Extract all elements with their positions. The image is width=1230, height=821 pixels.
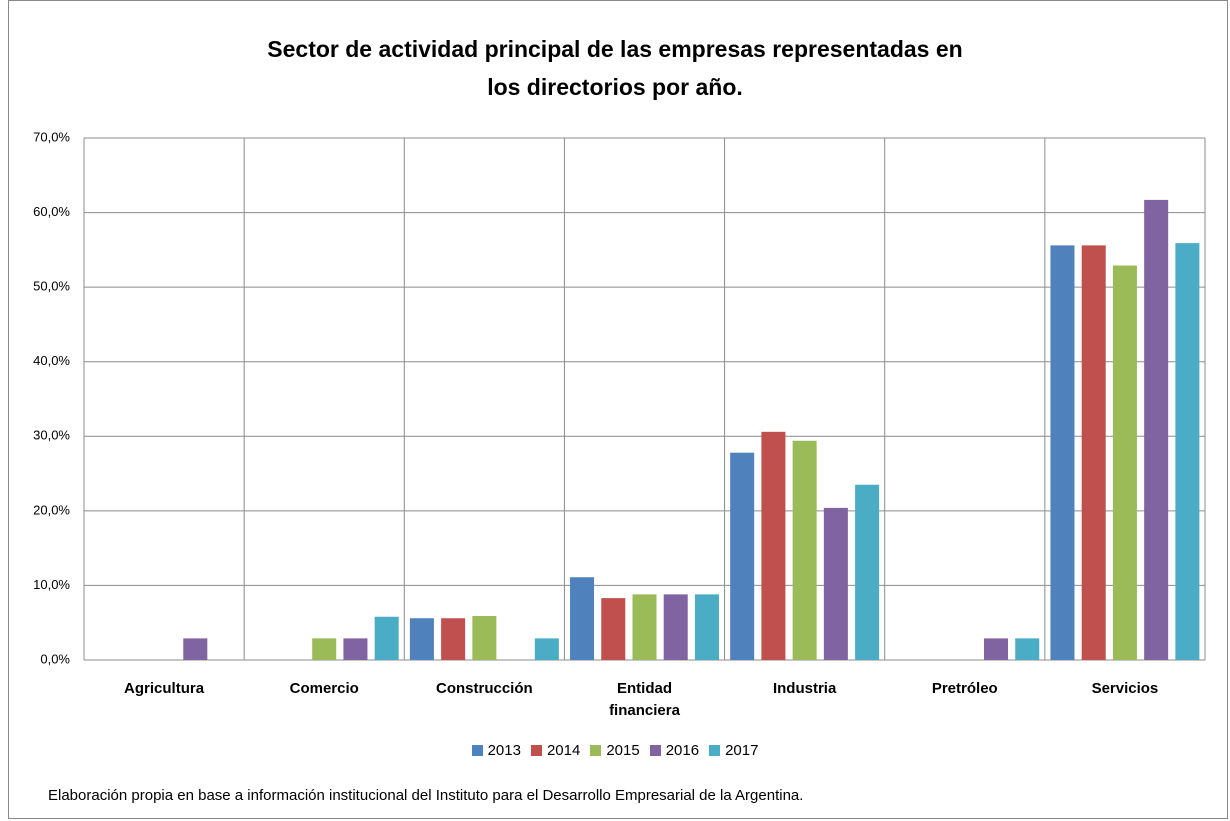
y-tick-label: 70,0%: [33, 129, 70, 144]
note: Elaboración propia en base a información…: [48, 787, 804, 804]
bar: [472, 616, 497, 660]
bar: [570, 577, 595, 660]
bar: [183, 638, 208, 660]
bar: [312, 638, 337, 660]
bar: [374, 616, 399, 660]
bar: [663, 594, 688, 660]
x-tick-label: Entidad financiera: [609, 680, 680, 719]
bar: [534, 638, 559, 660]
legend-swatch: [649, 745, 661, 756]
frame: [8, 0, 1228, 819]
bar: [441, 618, 466, 660]
bar: [409, 618, 434, 660]
y-tick-label: 40,0%: [33, 353, 70, 368]
chart-title: Sector de actividad principal de las emp…: [267, 36, 963, 100]
legend-label: 2016: [665, 742, 700, 759]
bar: [694, 594, 719, 660]
legend-swatch: [471, 745, 483, 756]
bar: [823, 507, 848, 660]
bar: [1050, 245, 1075, 660]
bar: [1112, 265, 1137, 660]
bar: [984, 638, 1009, 660]
x-tick-label: Construcción: [436, 680, 533, 697]
bar: [730, 452, 755, 660]
legend-label: 2017: [725, 742, 759, 759]
bar: [1175, 243, 1200, 660]
legend-swatch: [590, 745, 602, 756]
bar: [761, 431, 786, 660]
y-tick-label: 60,0%: [33, 204, 70, 219]
y-tick-label: 10,0%: [33, 577, 70, 592]
legend-item: 2017: [709, 742, 758, 759]
bar: [1144, 199, 1169, 660]
y-tick-label: 30,0%: [33, 428, 70, 443]
x-tick-label: Servicios: [1091, 680, 1159, 697]
legend-label: 2014: [546, 742, 581, 759]
bar: [632, 594, 657, 660]
y-tick-label: 50,0%: [33, 279, 70, 294]
legend-item: 2015: [590, 742, 640, 759]
x-tick-label: Pretróleo: [931, 680, 998, 697]
legend: 2013 2014 2015 2016 2017: [0, 742, 1230, 759]
legend-item: 2016: [649, 742, 700, 759]
x-tick-label: Comercio: [289, 680, 359, 697]
bar: [601, 598, 626, 660]
x-tick-label: Agricultura: [124, 680, 205, 697]
legend-item: 2014: [530, 742, 581, 759]
bar: [1015, 638, 1040, 660]
bar: [855, 484, 880, 660]
legend-label: 2013: [487, 742, 521, 759]
bar: [343, 638, 368, 660]
legend-item: 2013: [471, 742, 521, 759]
x-tick-label: Industria: [772, 680, 837, 697]
legend-swatch: [530, 745, 542, 756]
y-tick-label: 0,0%: [40, 651, 70, 666]
bar: [1081, 245, 1106, 660]
y-tick-label: 20,0%: [33, 502, 70, 517]
legend-swatch: [709, 745, 721, 756]
bar: [792, 440, 817, 660]
legend-label: 2015: [606, 742, 640, 759]
